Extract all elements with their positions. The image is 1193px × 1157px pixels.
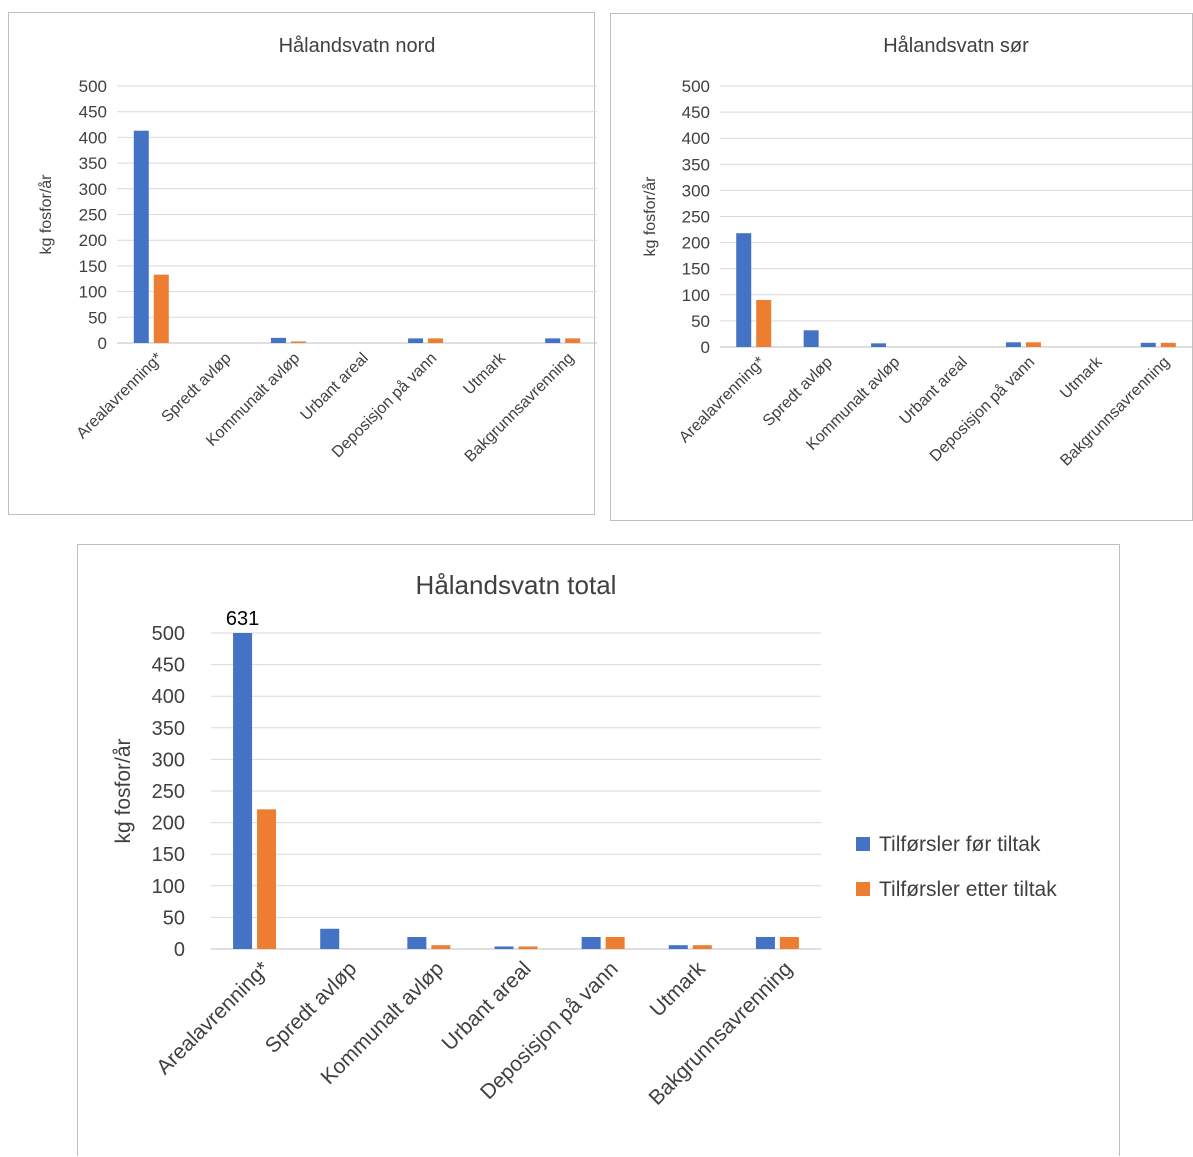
y-axis-label: kg fosfor/år [641, 176, 659, 257]
x-tick-label: Arealavrenning* [152, 957, 274, 1079]
x-tick-label: Bakgrunnsavrenning [1057, 354, 1173, 470]
bar-after [290, 341, 306, 343]
chart-title: Hålandsvatn nord [279, 35, 436, 57]
y-axis-label: kg fosfor/år [37, 174, 55, 255]
legend-label-before: Tilførsler før tiltak [879, 833, 1041, 856]
y-tick-label: 200 [79, 231, 107, 250]
bar-after [153, 274, 169, 343]
y-tick-label: 350 [79, 154, 107, 173]
bar-before [871, 343, 887, 347]
bar-before [755, 936, 775, 949]
chart-panel-sor: Hålandsvatn sør 0 50 100 150 200 250 300 350 400 4… [610, 13, 1193, 521]
y-tick-label: 350 [682, 155, 710, 174]
bar-after [565, 338, 581, 343]
y-tick-label: 450 [682, 103, 710, 122]
y-tick-label: 0 [701, 338, 710, 357]
bar-before [803, 330, 819, 347]
chart-panel-total: Hålandsvatn total 0 50 100 150 200 250 300 350 40… [77, 544, 1120, 1156]
y-tick-label: 400 [152, 686, 185, 708]
y-tick-label: 300 [79, 180, 107, 199]
x-tick-label: Arealavrenning* [74, 350, 167, 443]
y-tick-label: 500 [152, 623, 185, 645]
bar-after [257, 809, 277, 949]
y-tick-label: 50 [163, 907, 185, 929]
bar-before [668, 945, 688, 949]
legend-label-after: Tilførsler etter tiltak [879, 878, 1057, 901]
y-tick-label: 100 [682, 286, 710, 305]
y-tick-label: 350 [152, 718, 185, 740]
y-tick-label: 0 [98, 334, 107, 353]
y-tick-label: 500 [79, 77, 107, 96]
y-tick-label: 0 [174, 939, 185, 961]
bar-after [692, 945, 712, 949]
x-tick-label: Spredt avløp [159, 350, 235, 426]
bar-after [756, 300, 772, 347]
y-tick-label: 150 [682, 260, 710, 279]
y-tick-label: 150 [152, 844, 185, 866]
y-axis-label: kg fosfor/år [112, 738, 135, 843]
y-tick-label: 300 [152, 749, 185, 771]
y-tick-label: 150 [79, 257, 107, 276]
bar-after [518, 946, 538, 949]
y-tick-label: 200 [152, 813, 185, 835]
legend-swatch-before [856, 837, 870, 851]
bar-before [494, 946, 514, 949]
bar-after [1160, 342, 1176, 347]
y-tick-label: 50 [88, 308, 107, 327]
bar-before [408, 338, 424, 343]
x-tick-label: Utmark [1057, 353, 1106, 402]
data-label: 631 [226, 608, 259, 630]
bar-before [133, 130, 149, 343]
x-tick-label: Arealavrenning* [676, 354, 769, 447]
y-tick-label: 100 [152, 876, 185, 898]
y-tick-label: 400 [682, 129, 710, 148]
x-tick-label: Utmark [646, 957, 710, 1021]
chart-title: Hålandsvatn sør [883, 35, 1029, 57]
bar-before [320, 928, 340, 949]
bar-after [431, 945, 451, 949]
chart-total: Hålandsvatn total 0 50 100 150 200 250 300 350 40… [112, 570, 1057, 1110]
x-tick-label: Utmark [460, 349, 509, 398]
chart-nord: Hålandsvatn nord 0 50 100 150 200 250 300 350 400… [37, 35, 597, 466]
y-tick-label: 100 [79, 283, 107, 302]
x-tick-label: Urbant areal [897, 354, 971, 428]
bar-before [407, 936, 427, 949]
x-tick-label: Bakgrunnsavrenning [644, 957, 796, 1109]
bar-after [779, 936, 799, 949]
legend-swatch-after [856, 882, 870, 896]
y-tick-label: 250 [152, 781, 185, 803]
bar-before [736, 233, 752, 347]
y-tick-label: 450 [152, 655, 185, 677]
chart-sor: Hålandsvatn sør 0 50 100 150 200 250 300 350 400 4… [641, 35, 1192, 470]
y-tick-label: 400 [79, 128, 107, 147]
y-tick-label: 250 [682, 207, 710, 226]
y-tick-label: 250 [79, 205, 107, 224]
bar-before [1140, 342, 1156, 347]
bar-before [581, 936, 601, 949]
bar-before [270, 337, 286, 343]
bar-after [428, 338, 444, 343]
bar-after [605, 936, 625, 949]
y-tick-label: 300 [682, 181, 710, 200]
y-tick-label: 200 [682, 234, 710, 253]
chart-title: Hålandsvatn total [416, 570, 617, 600]
bar-before [1005, 342, 1021, 347]
x-tick-label: Spredt avløp [760, 354, 836, 430]
bar-before [233, 633, 253, 949]
bar-after [1025, 342, 1041, 347]
y-tick-label: 450 [79, 103, 107, 122]
y-tick-label: 50 [691, 312, 710, 331]
x-tick-label: Urbant areal [298, 350, 372, 424]
y-tick-label: 500 [682, 77, 710, 96]
chart-panel-nord: Hålandsvatn nord 0 50 100 150 200 250 300 350 400… [8, 12, 597, 515]
bar-before [545, 338, 561, 343]
x-tick-label: Urbant areal [438, 957, 536, 1055]
